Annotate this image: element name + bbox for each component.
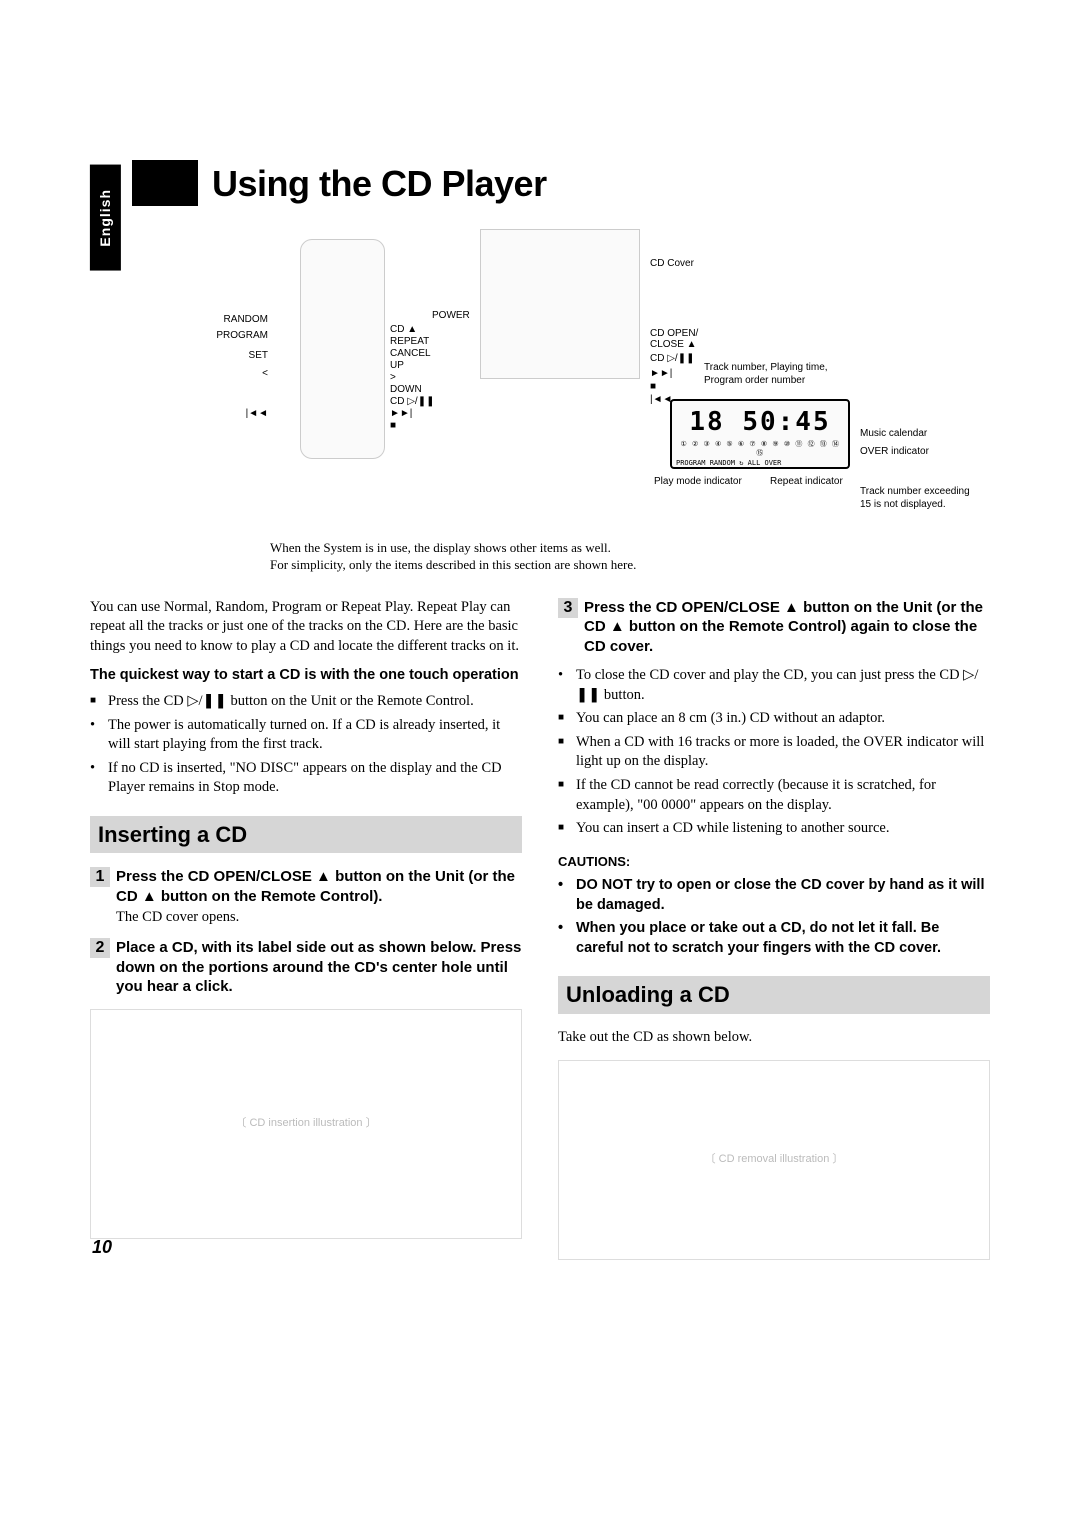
section-inserting: Inserting a CD — [90, 816, 522, 854]
section-unloading: Unloading a CD — [558, 976, 990, 1014]
quick-bullet-2: • The power is automatically turned on. … — [90, 716, 522, 755]
note-bullet-3-text: When a CD with 16 tracks or more is load… — [576, 733, 990, 772]
caution-1-text: DO NOT try to open or close the CD cover… — [576, 876, 990, 915]
label-repeat-ind: Repeat indicator — [770, 475, 843, 489]
unload-cd-illustration: 〔 CD removal illustration 〕 — [558, 1060, 990, 1260]
quickest-way-head: The quickest way to start a CD is with t… — [90, 666, 522, 686]
step-number-2: 2 — [90, 938, 110, 958]
quick-bullet-1: ■ Press the CD ▷/❚❚ button on the Unit o… — [90, 692, 522, 712]
label-lt: < — [198, 367, 268, 381]
insert-cd-illustration: 〔 CD insertion illustration 〕 — [90, 1009, 522, 1239]
note-bullet-2: ■ You can place an 8 cm (3 in.) CD witho… — [558, 709, 990, 729]
diagram-area: RANDOM PROGRAM SET < |◄◄ POWER CD ▲ REPE… — [90, 229, 990, 519]
label-random: RANDOM — [198, 313, 268, 327]
note-bullet-4: ■ If the CD cannot be read correctly (be… — [558, 776, 990, 815]
note-bullet-4-text: If the CD cannot be read correctly (beca… — [576, 776, 990, 815]
label-over-indicator: OVER indicator — [860, 445, 929, 459]
label-unit-next: ►►| — [650, 367, 672, 381]
bullet-square-icon: ■ — [558, 821, 576, 841]
caution-2: • When you place or take out a CD, do no… — [558, 919, 990, 958]
label-play-mode-ind: Play mode indicator — [654, 475, 742, 489]
note-bullet-1: • To close the CD cover and play the CD,… — [558, 666, 990, 705]
display-digits: 18 50:45 — [676, 405, 844, 440]
title-block: Using the CD Player — [132, 160, 990, 209]
quick-bullet-3: • If no CD is inserted, "NO DISC" appear… — [90, 759, 522, 798]
body-columns: You can use Normal, Random, Program or R… — [90, 598, 990, 1260]
step-1-sub: The CD cover opens. — [116, 908, 522, 928]
label-set: SET — [198, 349, 268, 363]
label-unit-play: CD ▷/❚❚ — [650, 352, 694, 366]
bullet-square-icon: ■ — [558, 735, 576, 774]
label-track-playing: Track number, Playing time, Program orde… — [704, 361, 828, 388]
bullet-dot-icon: • — [558, 876, 576, 915]
quick-bullet-2-text: The power is automatically turned on. If… — [108, 716, 522, 755]
caption-line2: For simplicity, only the items described… — [270, 556, 990, 574]
step-3: 3 Press the CD OPEN/CLOSE ▲ button on th… — [558, 598, 990, 657]
bullet-square-icon: ■ — [90, 694, 108, 714]
caption-line1: When the System is in use, the display s… — [270, 539, 990, 557]
left-column: You can use Normal, Random, Program or R… — [90, 598, 522, 1260]
step-1-head: Press the CD OPEN/CLOSE ▲ button on the … — [116, 867, 522, 906]
display-illustration: 18 50:45 ① ② ③ ④ ⑤ ⑥ ⑦ ⑧ ⑨ ⑩ ⑪ ⑫ ⑬ ⑭ ⑮ P… — [670, 399, 850, 469]
label-program: PROGRAM — [198, 329, 268, 343]
label-track-exceed: Track number exceeding 15 is not display… — [860, 485, 970, 512]
bullet-dot-icon: • — [90, 716, 108, 755]
quick-bullet-1-text: Press the CD ▷/❚❚ button on the Unit or … — [108, 692, 474, 712]
bullet-dot-icon: • — [558, 919, 576, 958]
cautions-head: CAUTIONS: — [558, 853, 990, 871]
bullet-dot-icon: • — [90, 759, 108, 798]
right-column: 3 Press the CD OPEN/CLOSE ▲ button on th… — [558, 598, 990, 1260]
bullet-square-icon: ■ — [558, 711, 576, 731]
display-bottom-bar: PROGRAM RANDOM ↻ ALL OVER — [676, 459, 844, 468]
page-number: 10 — [92, 1235, 112, 1259]
label-close: CLOSE ▲ — [650, 338, 697, 352]
label-prev: |◄◄ — [198, 407, 268, 421]
page-title: Using the CD Player — [198, 160, 547, 209]
step-3-head: Press the CD OPEN/CLOSE ▲ button on the … — [584, 598, 990, 657]
caution-2-text: When you place or take out a CD, do not … — [576, 919, 990, 958]
caution-1: • DO NOT try to open or close the CD cov… — [558, 876, 990, 915]
note-bullet-3: ■ When a CD with 16 tracks or more is lo… — [558, 733, 990, 772]
step-1: 1 Press the CD OPEN/CLOSE ▲ button on th… — [90, 867, 522, 928]
label-stop: ■ — [390, 419, 396, 433]
note-bullet-2-text: You can place an 8 cm (3 in.) CD without… — [576, 709, 885, 729]
unloading-sub: Take out the CD as shown below. — [558, 1028, 990, 1048]
step-2: 2 Place a CD, with its label side out as… — [90, 938, 522, 997]
intro-paragraph: You can use Normal, Random, Program or R… — [90, 598, 522, 657]
label-cd-cover: CD Cover — [650, 257, 694, 271]
step-2-head: Place a CD, with its label side out as s… — [116, 938, 522, 997]
unit-illustration — [480, 229, 640, 379]
note-bullet-5-text: You can insert a CD while listening to a… — [576, 819, 889, 839]
step-number-1: 1 — [90, 867, 110, 887]
display-calendar-row: ① ② ③ ④ ⑤ ⑥ ⑦ ⑧ ⑨ ⑩ ⑪ ⑫ ⑬ ⑭ ⑮ — [676, 440, 844, 459]
quick-bullet-3-text: If no CD is inserted, "NO DISC" appears … — [108, 759, 522, 798]
label-unit-stop: ■ — [650, 380, 656, 394]
remote-illustration — [300, 239, 385, 459]
step-number-3: 3 — [558, 598, 578, 618]
title-square — [132, 160, 198, 206]
page: English Using the CD Player RANDOM PROGR… — [0, 0, 1080, 1320]
bullet-square-icon: ■ — [558, 778, 576, 817]
diagram-caption: When the System is in use, the display s… — [270, 539, 990, 574]
bullet-dot-icon: • — [558, 666, 576, 705]
label-power: POWER — [432, 309, 470, 323]
label-music-calendar: Music calendar — [860, 427, 927, 441]
note-bullet-5: ■ You can insert a CD while listening to… — [558, 819, 990, 839]
note-bullet-1-text: To close the CD cover and play the CD, y… — [576, 666, 990, 705]
